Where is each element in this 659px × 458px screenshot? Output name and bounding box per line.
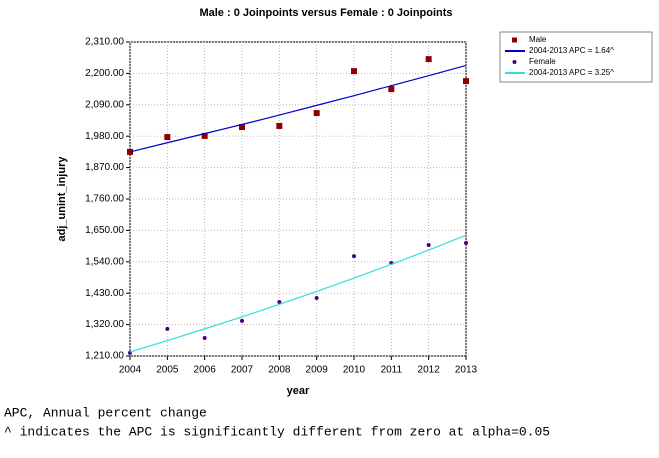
point <box>165 326 170 331</box>
x-axis-label: year <box>287 385 310 397</box>
point <box>240 318 244 323</box>
point <box>463 78 469 85</box>
y-tick-label: 1,760.00 <box>85 194 124 205</box>
point <box>425 56 432 63</box>
x-tick-label: 2006 <box>194 365 217 376</box>
legend-marker <box>512 37 517 43</box>
x-tick-label: 2010 <box>343 365 366 376</box>
footnote: APC, Annual percent change <box>4 405 207 420</box>
point <box>202 336 207 341</box>
x-tick-label: 2008 <box>268 365 291 376</box>
footnote: ^ indicates the APC is significantly dif… <box>4 424 550 439</box>
fit-line <box>129 234 467 353</box>
chart-title: Male : 0 Joinpoints versus Female : 0 Jo… <box>199 7 452 19</box>
legend-marker <box>512 60 517 64</box>
y-axis-label: adj_unint_injury <box>56 156 68 242</box>
y-tick-label: 2,200.00 <box>85 68 124 79</box>
point <box>277 300 282 305</box>
y-tick-label: 1,430.00 <box>85 288 124 299</box>
point <box>352 254 356 259</box>
y-tick-label: 1,320.00 <box>85 319 124 330</box>
x-tick-label: 2005 <box>156 365 179 376</box>
point <box>313 110 320 117</box>
point <box>351 68 357 75</box>
legend-box <box>499 31 653 83</box>
point <box>164 134 171 141</box>
x-tick-label: 2013 <box>455 365 478 376</box>
point <box>426 242 431 247</box>
x-tick-label: 2012 <box>418 365 441 376</box>
y-tick-label: 2,090.00 <box>85 99 124 110</box>
y-tick-label: 1,870.00 <box>85 162 124 173</box>
x-tick-label: 2004 <box>119 365 142 376</box>
legend-label: Female <box>529 57 556 66</box>
fit-line <box>129 64 467 153</box>
y-tick-label: 1,540.00 <box>85 256 124 267</box>
y-tick-label: 1,980.00 <box>85 131 124 142</box>
x-tick-label: 2007 <box>231 365 254 376</box>
legend-label: 2004-2013 APC = 3.25^ <box>529 68 614 77</box>
point <box>276 122 283 129</box>
y-tick-label: 2,310.00 <box>85 37 124 48</box>
legend-label: 2004-2013 APC = 1.64^ <box>529 46 614 55</box>
point <box>464 240 468 245</box>
x-tick-label: 2009 <box>306 365 329 376</box>
point <box>239 124 245 131</box>
x-tick-label: 2011 <box>381 365 403 376</box>
point <box>388 86 395 93</box>
point <box>201 132 208 139</box>
legend-label: Male <box>529 35 547 44</box>
y-tick-label: 1,650.00 <box>85 225 124 236</box>
point <box>314 296 319 301</box>
y-tick-label: 1,210.00 <box>85 351 124 362</box>
